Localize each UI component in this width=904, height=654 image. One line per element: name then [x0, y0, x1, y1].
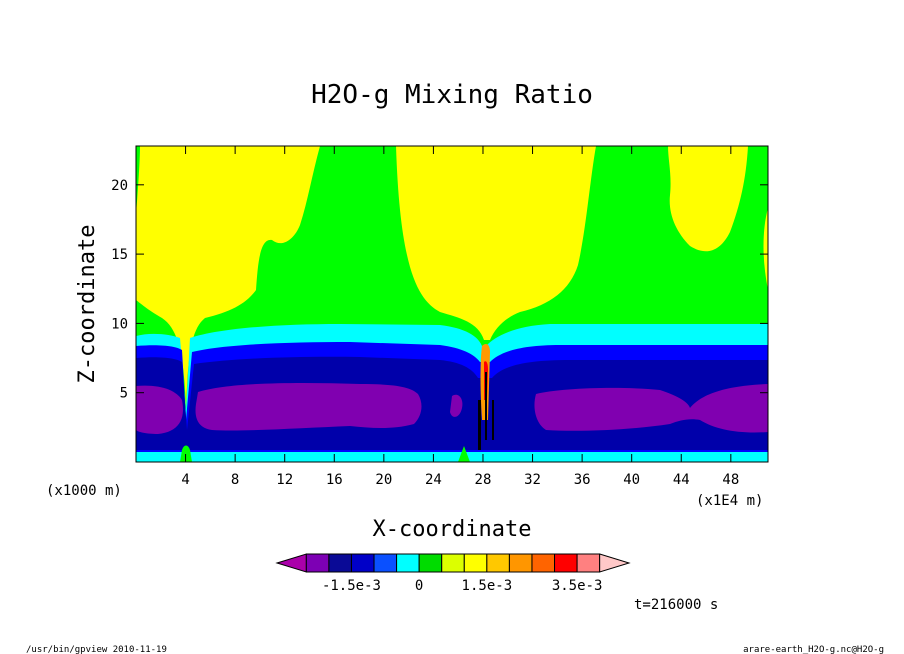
contour-purple-center	[195, 382, 422, 431]
contour-black-streak-1	[478, 400, 481, 450]
colorbar-max-arrow	[599, 553, 631, 573]
colorbar-swatch	[463, 553, 488, 573]
y-tick-label: 20	[111, 178, 128, 194]
colorbar-swatch	[554, 553, 578, 573]
x-tick-label: 16	[326, 472, 343, 488]
y-axis-label: Z-coordinate	[75, 225, 100, 384]
contour-green-bottom-mid	[458, 446, 470, 462]
x-tick-label: 36	[574, 472, 591, 488]
colorbar-label: 3.5e-3	[552, 578, 603, 594]
contour-green-bottom-left	[180, 445, 192, 462]
colorbar-swatch	[350, 553, 375, 573]
x-units-right: (x1E4 m)	[696, 493, 763, 509]
x-tick-label: 44	[673, 472, 690, 488]
contour-yellow-right-edge	[763, 208, 768, 290]
colorbar-label: 1.5e-3	[462, 578, 513, 594]
colorbar-swatch	[486, 553, 510, 573]
contour-field	[136, 146, 768, 462]
x-tick-label: 4	[181, 472, 189, 488]
x-tick-label: 32	[524, 472, 541, 488]
y-tick-label: 15	[111, 247, 128, 263]
y-tick-label: 5	[120, 386, 128, 402]
contour-black-streak-2	[492, 400, 494, 440]
plot-frame	[135, 145, 769, 463]
colorbar-labels: -1.5e-3 0 1.5e-3 3.5e-3	[322, 578, 602, 594]
colorbar-swatch	[441, 553, 465, 573]
time-label: t=216000 s	[634, 597, 718, 613]
footer-right: arare-earth_H2O-g.nc@H2O-g	[743, 645, 884, 654]
colorbar-swatch	[576, 553, 601, 573]
colorbar-swatch	[508, 553, 533, 573]
y-axis-ticks: 5 10 15 20	[111, 178, 768, 402]
colorbar-label: 0	[415, 578, 423, 594]
x-tick-label: 20	[375, 472, 392, 488]
colorbar-swatch	[305, 553, 330, 573]
colorbar-swatch	[373, 553, 398, 573]
contour-yellow-center	[396, 146, 596, 340]
contour-cyan-bottom	[136, 452, 768, 462]
contour-purple-small	[450, 394, 463, 417]
x-tick-label: 12	[276, 472, 293, 488]
colorbar-min-arrow	[275, 553, 307, 573]
colorbar-label: -1.5e-3	[322, 578, 381, 594]
x-tick-label: 40	[623, 472, 640, 488]
x-axis-label: X-coordinate	[373, 517, 532, 542]
colorbar-swatch	[531, 553, 556, 573]
colorbar-swatch	[396, 553, 420, 573]
contour-purple-left	[136, 385, 183, 434]
x-tick-label: 8	[231, 472, 239, 488]
contour-black-core	[485, 372, 487, 440]
x-tick-label: 28	[475, 472, 492, 488]
x-axis-ticks: 4 8 12 16 20 24 28 32 36 40 44 48	[181, 146, 739, 488]
colorbar-swatch	[418, 553, 443, 573]
chart-title: H2O-g Mixing Ratio	[311, 80, 593, 110]
footer-left: /usr/bin/gpview 2010-11-19	[26, 645, 167, 654]
colorbar-swatch	[328, 553, 352, 573]
contour-purple-right	[534, 384, 768, 433]
x-tick-label: 48	[722, 472, 739, 488]
contour-yellow-right	[668, 146, 748, 252]
contour-yellow-left	[136, 146, 320, 408]
x-units-left: (x1000 m)	[46, 483, 122, 499]
colorbar	[275, 553, 631, 573]
x-tick-label: 24	[425, 472, 442, 488]
y-tick-label: 10	[111, 316, 128, 332]
